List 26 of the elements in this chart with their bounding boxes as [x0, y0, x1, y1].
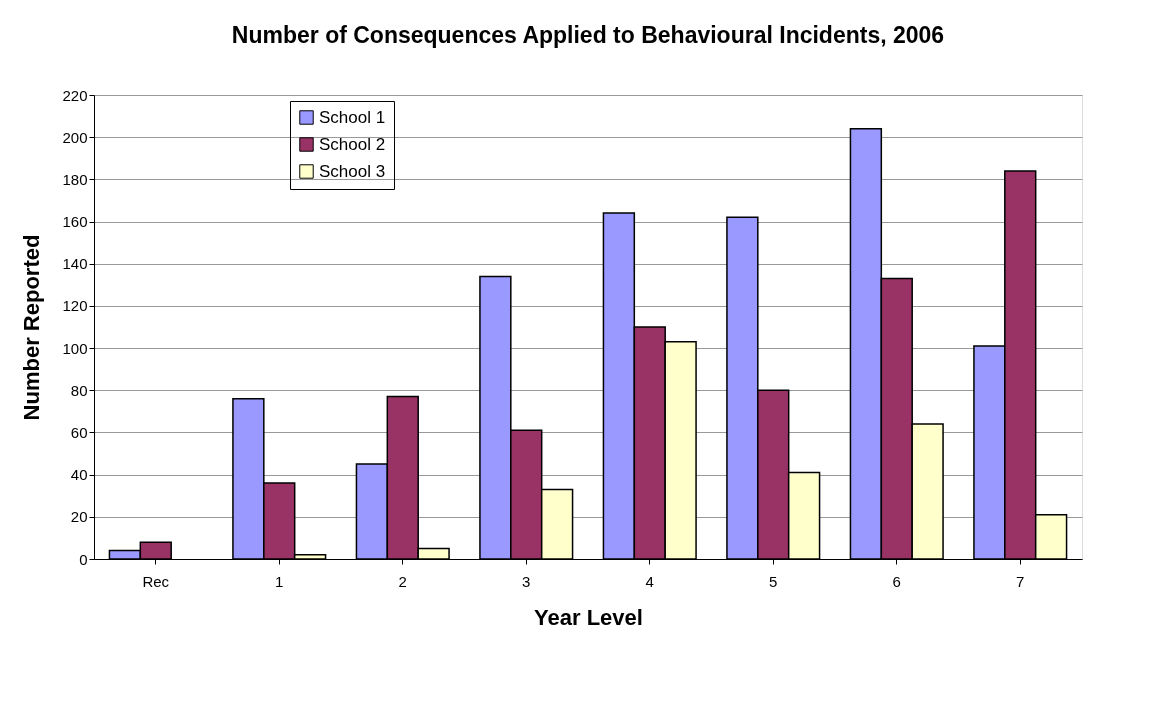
x-tick-label: 7 — [1016, 572, 1025, 590]
y-tick-label: 40 — [70, 466, 88, 484]
legend-label: School 2 — [319, 134, 386, 154]
y-tick-label: 100 — [62, 339, 88, 357]
y-tick-label: 140 — [62, 255, 88, 273]
y-tick-label: 60 — [70, 423, 88, 441]
x-tick-label: 5 — [769, 572, 778, 590]
x-tick-label: 4 — [645, 572, 654, 590]
y-tick-label: 200 — [62, 128, 88, 146]
legend-label: School 3 — [319, 161, 386, 181]
y-axis-title: Number Reported — [19, 234, 45, 421]
x-tick-label: 1 — [275, 572, 284, 590]
x-tick-label: 2 — [398, 572, 407, 590]
x-tick-label: 3 — [522, 572, 531, 590]
legend-label: School 1 — [319, 107, 386, 127]
y-tick-label: 80 — [70, 381, 88, 399]
y-tick-label: 160 — [62, 213, 88, 231]
y-tick-label: 180 — [62, 170, 88, 188]
y-tick-label: 220 — [62, 86, 88, 104]
chart-title: Number of Consequences Applied to Behavioural Incidents, 2006 — [231, 22, 945, 48]
x-tick-label: Rec — [142, 572, 170, 590]
y-tick-label: 20 — [70, 508, 88, 526]
x-tick-label: 6 — [892, 572, 901, 590]
y-tick-label: 120 — [62, 297, 88, 315]
y-tick-label: 0 — [79, 550, 88, 568]
x-axis-title: Year Level — [534, 604, 643, 630]
